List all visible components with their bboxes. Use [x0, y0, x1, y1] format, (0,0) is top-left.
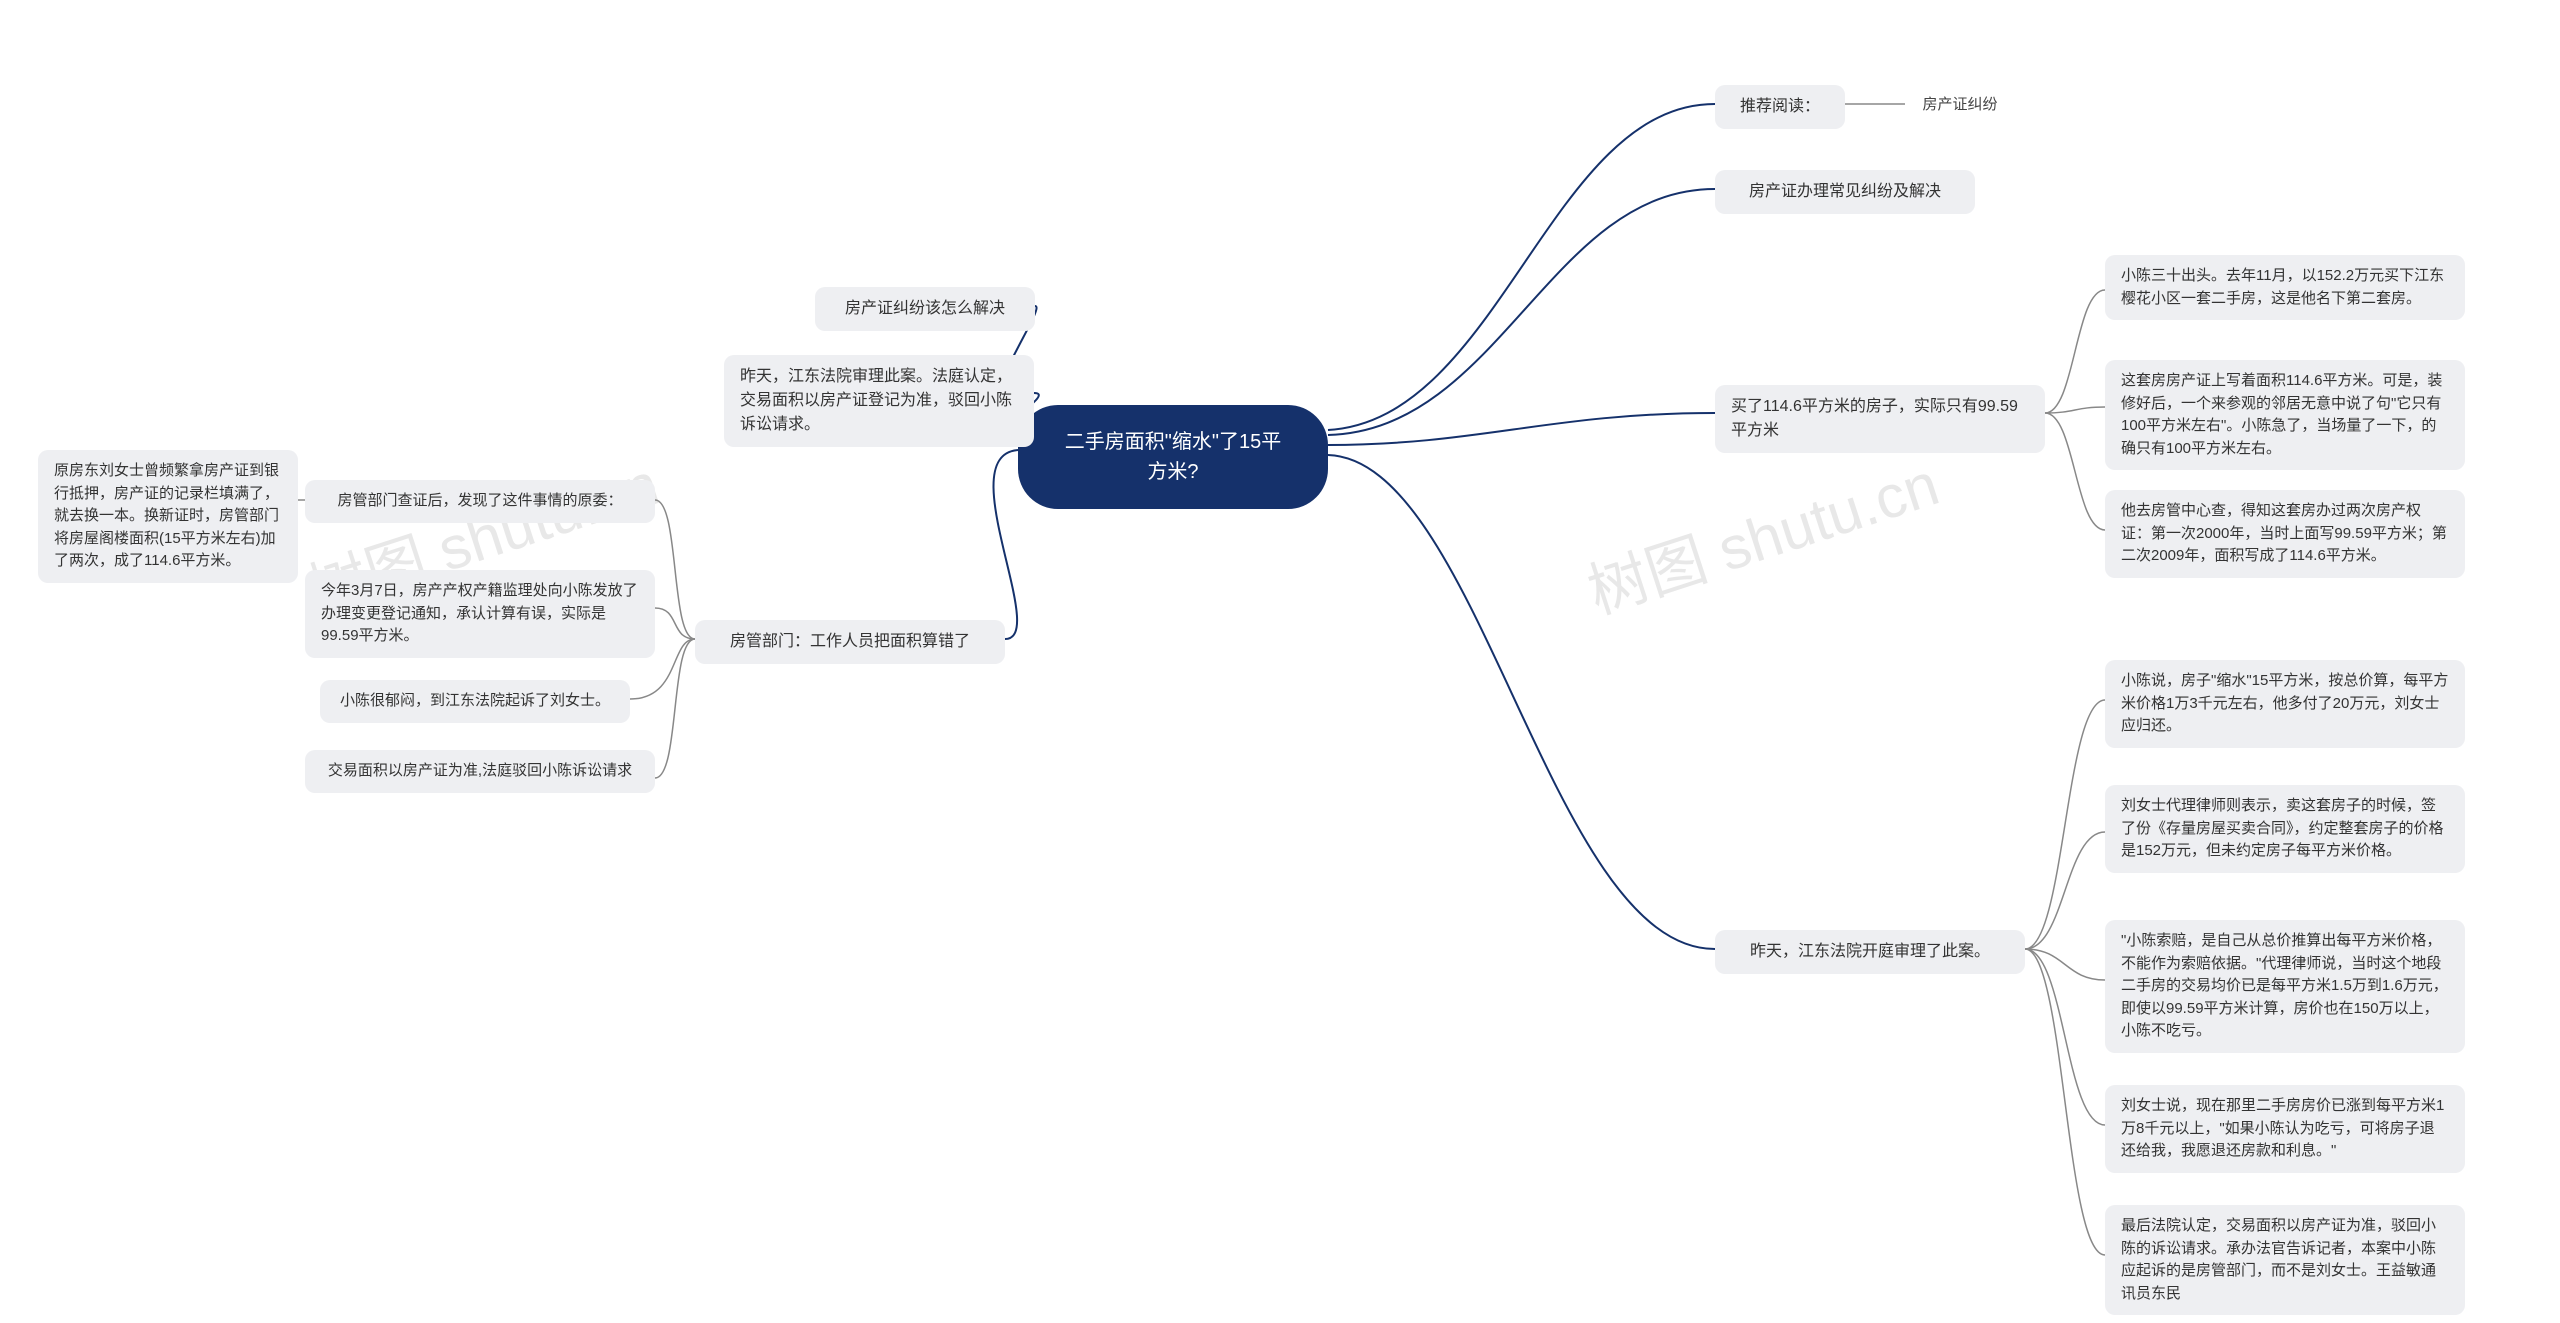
right-branch-3-child-1[interactable]: 刘女士代理律师则表示，卖这套房子的时候，签了份《存量房屋买卖合同》，约定整套房子…: [2105, 785, 2465, 873]
node-label: 原房东刘女士曾频繁拿房产证到银行抵押，房产证的记录栏填满了，就去换一本。换新证时…: [54, 460, 282, 573]
right-branch-2[interactable]: 买了114.6平方米的房子，实际只有99.59平方米: [1715, 385, 2045, 453]
node-label: 买了114.6平方米的房子，实际只有99.59平方米: [1731, 395, 2029, 443]
node-label: 刘女士代理律师则表示，卖这套房子的时候，签了份《存量房屋买卖合同》，约定整套房子…: [2121, 795, 2449, 863]
node-label: 最后法院认定，交易面积以房产证为准，驳回小陈的诉讼请求。承办法官告诉记者，本案中…: [2121, 1215, 2449, 1305]
node-label: 房产证办理常见纠纷及解决: [1749, 180, 1941, 204]
right-branch-3[interactable]: 昨天，江东法院开庭审理了此案。: [1715, 930, 2025, 974]
right-branch-3-child-0[interactable]: 小陈说，房子"缩水"15平方米，按总价算，每平方米价格1万3千元左右，他多付了2…: [2105, 660, 2465, 748]
left-branch-2-child-1[interactable]: 今年3月7日，房产产权产籍监理处向小陈发放了办理变更登记通知，承认计算有误，实际…: [305, 570, 655, 658]
right-branch-1[interactable]: 房产证办理常见纠纷及解决: [1715, 170, 1975, 214]
right-branch-3-child-3[interactable]: 刘女士说，现在那里二手房房价已涨到每平方米1万8千元以上，"如果小陈认为吃亏，可…: [2105, 1085, 2465, 1173]
left-branch-2-child-0[interactable]: 房管部门查证后，发现了这件事情的原委：: [305, 480, 655, 523]
left-branch-2[interactable]: 房管部门：工作人员把面积算错了: [695, 620, 1005, 664]
right-branch-0-child-0[interactable]: 房产证纠纷: [1905, 90, 2015, 121]
node-label: 房管部门查证后，发现了这件事情的原委：: [337, 490, 622, 513]
node-label: 昨天，江东法院审理此案。法庭认定，交易面积以房产证登记为准，驳回小陈诉讼请求。: [740, 365, 1018, 437]
right-branch-3-child-4[interactable]: 最后法院认定，交易面积以房产证为准，驳回小陈的诉讼请求。承办法官告诉记者，本案中…: [2105, 1205, 2465, 1315]
node-label: 这套房房产证上写着面积114.6平方米。可是，装修好后，一个来参观的邻居无意中说…: [2121, 370, 2449, 460]
left-branch-2-child-3[interactable]: 交易面积以房产证为准,法庭驳回小陈诉讼请求: [305, 750, 655, 793]
node-label: 小陈说，房子"缩水"15平方米，按总价算，每平方米价格1万3千元左右，他多付了2…: [2121, 670, 2449, 738]
node-label: 房管部门：工作人员把面积算错了: [730, 630, 970, 654]
node-label: 小陈三十出头。去年11月，以152.2万元买下江东樱花小区一套二手房，这是他名下…: [2121, 265, 2449, 310]
node-label: 房产证纠纷: [1922, 94, 1997, 117]
left-branch-2-child-0-child-0[interactable]: 原房东刘女士曾频繁拿房产证到银行抵押，房产证的记录栏填满了，就去换一本。换新证时…: [38, 450, 298, 583]
center-label: 二手房面积"缩水"了15平方米?: [1058, 427, 1288, 487]
node-label: 刘女士说，现在那里二手房房价已涨到每平方米1万8千元以上，"如果小陈认为吃亏，可…: [2121, 1095, 2449, 1163]
node-label: 交易面积以房产证为准,法庭驳回小陈诉讼请求: [328, 760, 632, 783]
left-branch-0[interactable]: 房产证纠纷该怎么解决: [815, 287, 1035, 331]
right-branch-2-child-0[interactable]: 小陈三十出头。去年11月，以152.2万元买下江东樱花小区一套二手房，这是他名下…: [2105, 255, 2465, 320]
watermark-2: 树图 shutu.cn: [1575, 436, 1948, 631]
mindmap-canvas: 树图 shutu.cn 树图 shutu.cn 二手房面积"缩水"了15平: [0, 0, 2560, 1323]
node-label: 他去房管中心查，得知这套房办过两次房产权证：第一次2000年，当时上面写99.5…: [2121, 500, 2449, 568]
node-label: "小陈索赔，是自己从总价推算出每平方米价格，不能作为索赔依据。"代理律师说，当时…: [2121, 930, 2449, 1043]
right-branch-0[interactable]: 推荐阅读：: [1715, 85, 1845, 129]
node-label: 昨天，江东法院开庭审理了此案。: [1750, 940, 1990, 964]
center-node[interactable]: 二手房面积"缩水"了15平方米?: [1018, 405, 1328, 509]
left-branch-1[interactable]: 昨天，江东法院审理此案。法庭认定，交易面积以房产证登记为准，驳回小陈诉讼请求。: [724, 355, 1034, 447]
node-label: 今年3月7日，房产产权产籍监理处向小陈发放了办理变更登记通知，承认计算有误，实际…: [321, 580, 639, 648]
node-label: 推荐阅读：: [1740, 95, 1820, 119]
right-branch-2-child-1[interactable]: 这套房房产证上写着面积114.6平方米。可是，装修好后，一个来参观的邻居无意中说…: [2105, 360, 2465, 470]
right-branch-2-child-2[interactable]: 他去房管中心查，得知这套房办过两次房产权证：第一次2000年，当时上面写99.5…: [2105, 490, 2465, 578]
left-branch-2-child-2[interactable]: 小陈很郁闷，到江东法院起诉了刘女士。: [320, 680, 630, 723]
node-label: 房产证纠纷该怎么解决: [845, 297, 1005, 321]
node-label: 小陈很郁闷，到江东法院起诉了刘女士。: [340, 690, 610, 713]
right-branch-3-child-2[interactable]: "小陈索赔，是自己从总价推算出每平方米价格，不能作为索赔依据。"代理律师说，当时…: [2105, 920, 2465, 1053]
